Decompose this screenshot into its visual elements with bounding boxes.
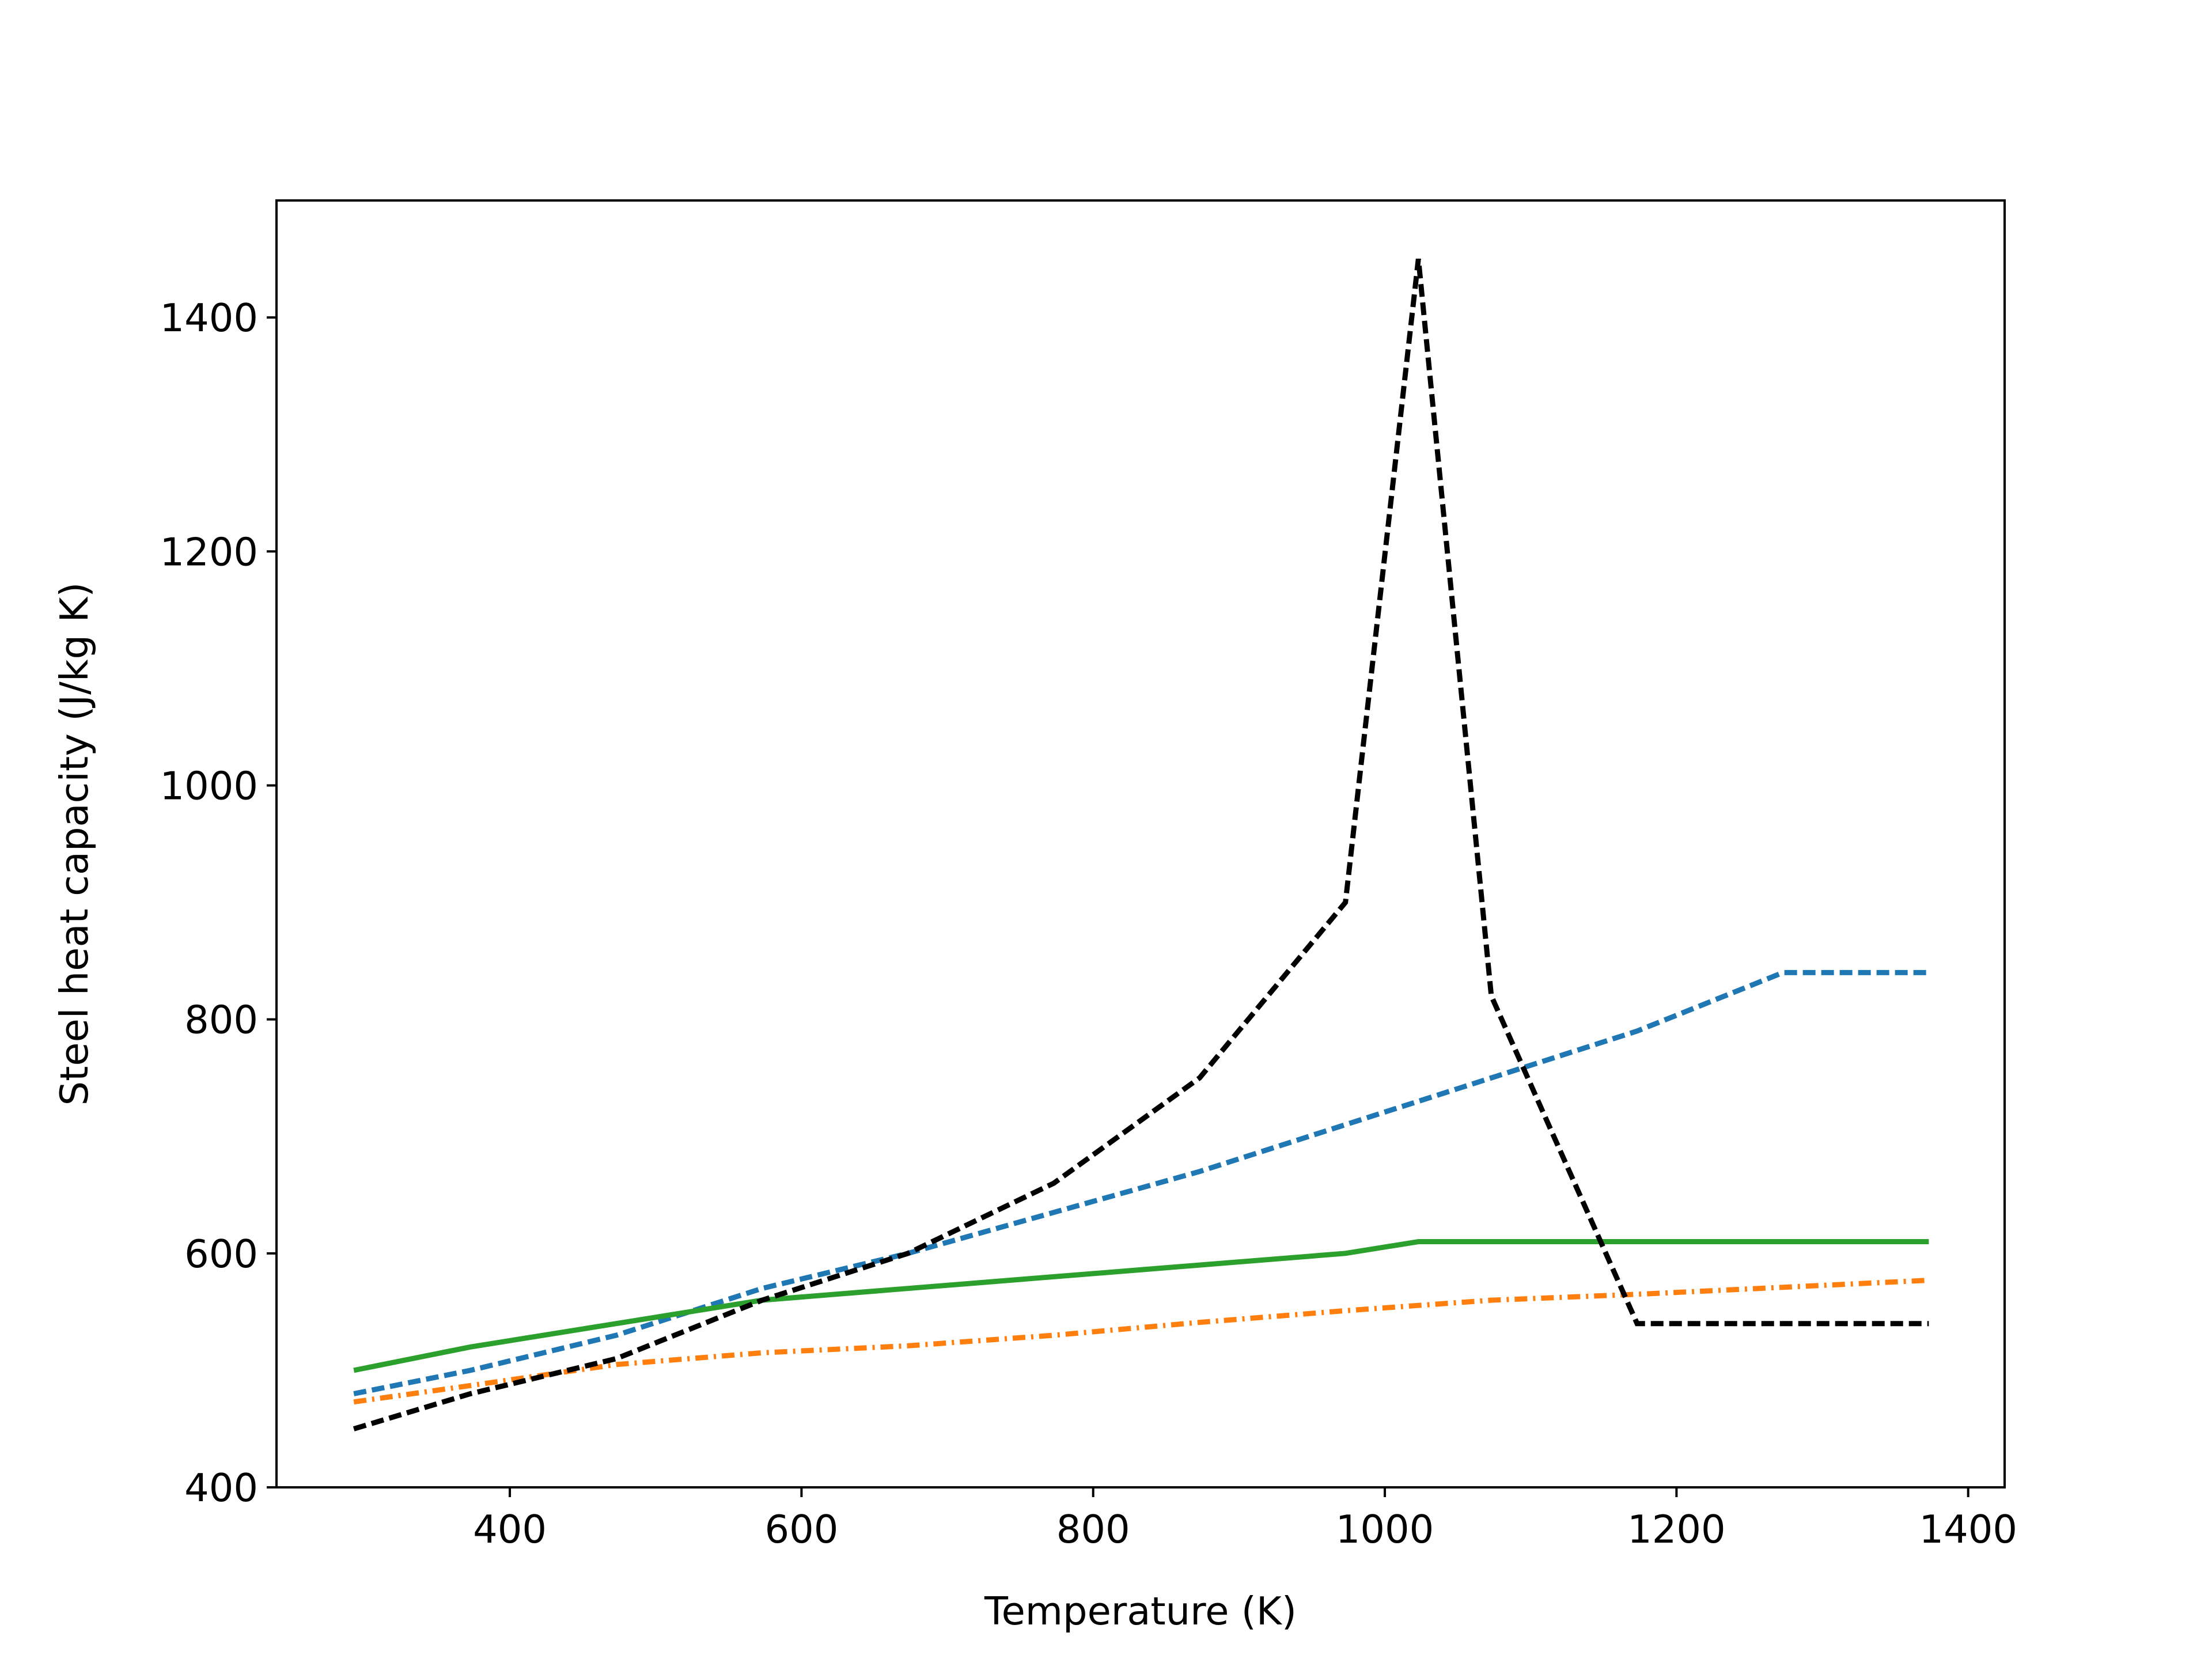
x-tick-label: 600 bbox=[764, 1507, 838, 1552]
y-axis: 400 600 800 1000 1200 1400 bbox=[160, 296, 276, 1510]
x-tick-label: 800 bbox=[1056, 1507, 1130, 1552]
y-tick-label: 600 bbox=[184, 1232, 258, 1277]
x-tick-label: 400 bbox=[473, 1507, 547, 1552]
series-line-4 bbox=[353, 258, 1929, 1431]
y-tick-label: 1000 bbox=[160, 763, 258, 808]
series-line-2 bbox=[353, 1278, 1929, 1405]
x-tick-label: 1000 bbox=[1336, 1507, 1434, 1552]
x-axis-label: Temperature (K) bbox=[984, 1589, 1297, 1634]
series-line-1 bbox=[353, 969, 1929, 1396]
plot-background bbox=[276, 200, 2005, 1487]
plot-frame bbox=[275, 199, 2006, 1488]
y-tick-label: 800 bbox=[184, 998, 258, 1043]
x-axis: 400 600 800 1000 1200 1400 bbox=[473, 1487, 2017, 1552]
y-axis-label: Steel heat capacity (J/kg K) bbox=[52, 582, 97, 1106]
y-tick-label: 400 bbox=[184, 1465, 258, 1510]
series-line-3 bbox=[353, 1239, 1929, 1373]
x-tick-label: 1400 bbox=[1919, 1507, 2017, 1552]
y-tick-label: 1200 bbox=[160, 529, 258, 574]
y-tick-label: 1400 bbox=[160, 296, 258, 340]
series-layer bbox=[353, 258, 1929, 1431]
x-tick-label: 1200 bbox=[1627, 1507, 1726, 1552]
